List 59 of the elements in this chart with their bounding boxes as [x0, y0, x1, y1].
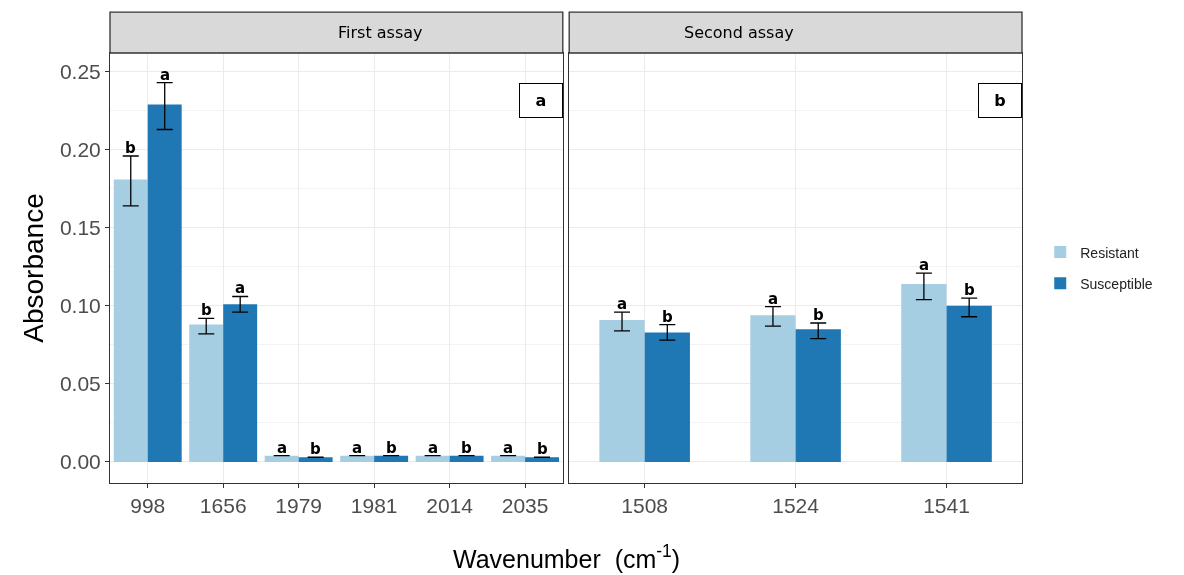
bar	[298, 457, 333, 462]
x-tick-label: 2014	[426, 494, 474, 518]
data-label: b	[310, 440, 321, 458]
legend-label: Resistant	[1080, 244, 1139, 261]
data-label: b	[813, 306, 824, 324]
x-tick-label: 1508	[621, 494, 669, 518]
data-label: b	[537, 440, 548, 458]
bar	[223, 304, 258, 462]
bar	[525, 457, 560, 462]
bar	[644, 332, 690, 462]
bar	[147, 104, 182, 462]
x-tick-label: 1981	[350, 494, 398, 518]
bar	[113, 179, 148, 462]
data-label: b	[964, 281, 975, 299]
bar	[491, 455, 526, 462]
bar	[901, 284, 947, 462]
annotation: b	[994, 91, 1006, 110]
bar	[374, 455, 409, 462]
data-label: b	[201, 301, 212, 319]
bar	[264, 455, 299, 462]
x-tick-label: 1524	[772, 494, 820, 518]
y-tick-label: 0.20	[59, 138, 101, 162]
x-tick-label: 1541	[923, 494, 970, 518]
data-label: a	[919, 256, 930, 274]
data-label: a	[617, 295, 628, 313]
data-label: a	[428, 439, 439, 457]
chart-title: First assay	[338, 23, 423, 42]
bar	[189, 324, 224, 462]
data-label: b	[662, 308, 673, 326]
data-label: a	[235, 279, 246, 297]
y-tick-label: 0.00	[59, 450, 101, 474]
data-label: b	[461, 439, 472, 457]
y-tick-label: 0.25	[59, 60, 101, 84]
data-label: a	[160, 66, 171, 84]
legend-label: Susceptible	[1080, 275, 1153, 292]
data-label: b	[386, 439, 397, 457]
bar	[795, 329, 841, 462]
x-tick-label: 1656	[199, 494, 247, 518]
data-label: b	[125, 139, 136, 157]
bar	[449, 455, 484, 462]
x-tick-label: 998	[130, 494, 166, 518]
x-tick-label: 1979	[275, 494, 323, 518]
y-axis-title: Absorbance	[17, 193, 49, 343]
data-label: a	[503, 439, 514, 457]
bar	[750, 315, 796, 462]
y-tick-label: 0.10	[59, 294, 101, 318]
data-label: a	[352, 439, 363, 457]
bar	[415, 455, 450, 462]
data-label: a	[277, 439, 288, 457]
bar	[946, 305, 992, 462]
x-tick-label: 2035	[501, 494, 549, 518]
bar	[340, 455, 375, 462]
chart-title: Second assay	[684, 23, 794, 42]
y-tick-label: 0.15	[59, 216, 101, 240]
x-axis-title: Wavenumber (cm$^{-1}$)	[453, 541, 681, 573]
data-label: a	[768, 290, 779, 308]
annotation: a	[535, 91, 547, 110]
y-tick-label: 0.05	[59, 372, 101, 396]
bar	[599, 319, 645, 462]
